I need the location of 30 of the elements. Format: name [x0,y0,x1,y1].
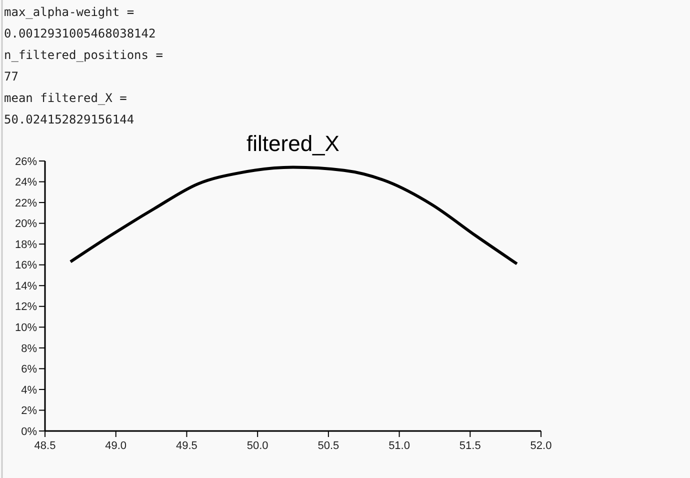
y-tick-label: 12% [14,301,38,314]
y-tick-label: 16% [14,260,38,272]
y-tick-label: 2% [21,405,38,418]
y-tick-label: 18% [14,238,38,251]
x-tick-label: 48.5 [34,440,56,452]
text: mean filtered_X = [4,91,127,105]
y-tick-label: 0% [21,426,38,438]
y-tick-label: 14% [14,280,38,292]
text: max_alpha-weight = [4,5,134,19]
x-tick-label: 49.0 [105,440,127,452]
y-tick-label: 10% [14,322,38,334]
text: 50.024152829156144 [4,112,134,126]
y-tick-label: 26% [14,156,38,168]
y-tick-label: 20% [14,218,38,230]
chart-title: filtered_X [246,131,340,156]
text: 0.0012931005468038142 [4,26,156,40]
line-series [69,166,518,266]
x-tick-label: 50.5 [318,440,340,452]
y-tick-label: 22% [14,197,38,210]
x-tick-label: 51.0 [388,440,410,452]
text: 77 [4,70,18,84]
x-tick-label: 51.5 [459,440,481,452]
x-tick-label: 49.5 [176,440,198,452]
x-tick-label: 52.0 [530,440,552,452]
x-tick-label: 50.0 [246,440,268,452]
y-tick-label: 4% [21,384,38,396]
y-tick-label: 6% [21,364,38,376]
y-tick-label: 24% [14,176,38,189]
y-tick-label: 8% [21,342,38,355]
text: n_filtered_positions = [4,48,163,62]
